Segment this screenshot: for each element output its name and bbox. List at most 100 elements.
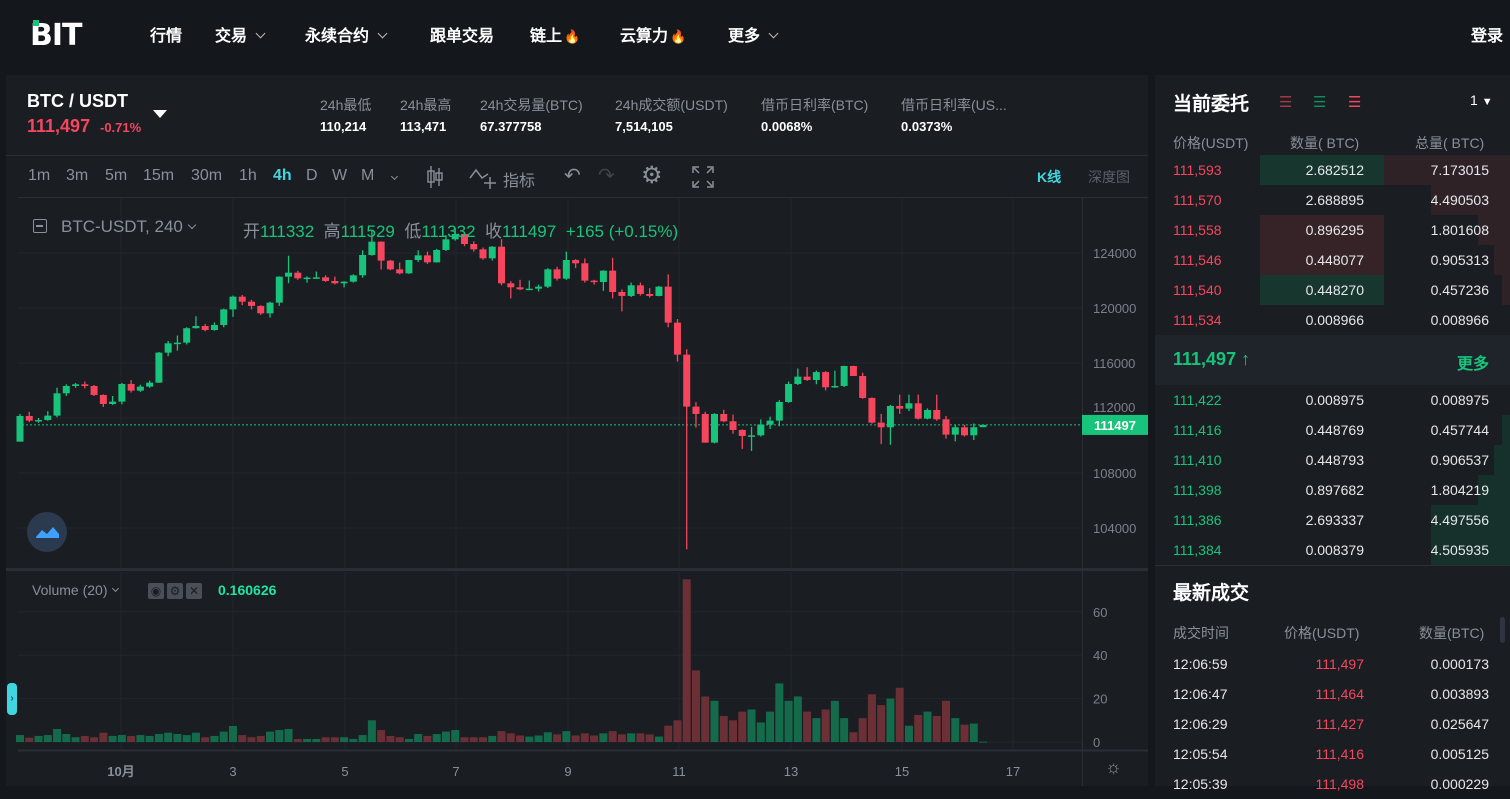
col-qty: 数量( BTC) [1290, 133, 1359, 153]
logo[interactable]: BIT [30, 18, 82, 53]
col-trade-qty: 数量(BTC) [1419, 623, 1484, 643]
chevron-down-icon[interactable] [391, 173, 398, 180]
trade-qty: 0.000229 [1431, 776, 1489, 792]
trade-price: 111,416 [1315, 746, 1364, 762]
interval-D[interactable]: D [306, 167, 318, 185]
nav-item[interactable]: 行情 [150, 22, 182, 46]
depth-bar [1502, 275, 1510, 305]
stat-value: 113,471 [400, 119, 446, 134]
tradingview-logo[interactable] [27, 512, 67, 552]
qty: 2.688895 [1306, 192, 1364, 208]
tab-depth[interactable]: 深度图 [1088, 167, 1130, 187]
stat-value: 7,514,105 [615, 119, 673, 134]
pair-selector[interactable]: BTC / USDT [27, 91, 128, 112]
divider [6, 155, 1148, 156]
last-price: 111,497 [27, 116, 90, 137]
interval-M[interactable]: M [361, 167, 374, 185]
price: 111,593 [1173, 162, 1222, 178]
both-view-icon[interactable]: ☰ [1348, 93, 1361, 111]
volume-legend[interactable]: Volume (20) [32, 582, 118, 598]
indicators-button[interactable]: 指标 [503, 167, 535, 191]
undo-icon[interactable]: ↶ [564, 163, 581, 188]
close-value: 111497 [502, 222, 556, 241]
price: 111,422 [1173, 392, 1222, 408]
candle-type-icon[interactable] [426, 165, 444, 189]
more-button[interactable]: 更多 [1457, 350, 1489, 374]
interval-15m[interactable]: 15m [143, 167, 174, 185]
divider [18, 197, 1148, 198]
change-value: +165 (+0.15%) [566, 222, 678, 241]
redo-icon[interactable]: ↷ [598, 163, 615, 188]
precision-select[interactable]: 1 ▼ [1470, 92, 1493, 108]
nav-item[interactable]: 永续合约 [305, 22, 386, 46]
nav-label: 更多 [728, 28, 760, 45]
nav-item[interactable]: 跟单交易 [430, 22, 494, 46]
indicators-icon[interactable] [469, 166, 497, 190]
bids-view-icon[interactable]: ☰ [1313, 93, 1326, 111]
asks-view-icon[interactable]: ☰ [1279, 93, 1292, 111]
col-price: 价格(USDT) [1173, 133, 1248, 153]
trade-price: 111,427 [1315, 716, 1364, 732]
total: 0.457744 [1431, 422, 1489, 438]
stat-value: 0.0068% [761, 119, 812, 134]
total: 4.497556 [1431, 512, 1489, 528]
symbol-label: BTC-USDT, 240 [61, 217, 183, 236]
interval-1m[interactable]: 1m [28, 167, 50, 185]
nav-item[interactable]: 云算力🔥 [620, 22, 686, 46]
qty: 0.008966 [1306, 312, 1364, 328]
settings-sun-icon[interactable]: ☼ [1105, 757, 1122, 778]
interval-5m[interactable]: 5m [105, 167, 127, 185]
interval-30m[interactable]: 30m [191, 167, 222, 185]
price: 111,410 [1173, 452, 1222, 468]
stat-label: 24h交易量(BTC) [480, 95, 583, 115]
volume-value: 0.160626 [218, 582, 276, 598]
gear-icon[interactable]: ⚙ [167, 583, 183, 599]
caret-down-icon[interactable] [153, 110, 167, 118]
tab-kline[interactable]: K线 [1037, 167, 1061, 187]
interval-4h[interactable]: 4h [273, 167, 292, 185]
qty: 0.448077 [1306, 252, 1364, 268]
trades-scrollbar[interactable] [1500, 617, 1505, 643]
stat-value: 0.0373% [901, 119, 952, 134]
close-icon[interactable]: ✕ [186, 583, 202, 599]
nav-label: 链上 [530, 28, 562, 45]
total: 1.801608 [1431, 222, 1489, 238]
symbol-legend[interactable]: BTC-USDT, 240 [61, 217, 195, 237]
nav-item[interactable]: 交易 [215, 22, 264, 46]
eye-icon[interactable]: ◉ [148, 583, 164, 599]
nav-item[interactable]: 更多 [728, 22, 777, 46]
interval-W[interactable]: W [332, 167, 347, 185]
qty: 0.448270 [1306, 282, 1364, 298]
price: 111,386 [1173, 512, 1222, 528]
orderbook-row[interactable]: 111,386 2.693337 4.497556 [1155, 505, 1510, 535]
interval-1h[interactable]: 1h [239, 167, 257, 185]
low-value: 111332 [421, 222, 475, 241]
login-link[interactable]: 登录 [1471, 22, 1503, 46]
nav-item[interactable]: 链上🔥 [530, 22, 580, 46]
low-label: 低 [404, 222, 421, 241]
fullscreen-icon[interactable] [692, 166, 714, 188]
high-label: 高 [324, 222, 341, 241]
collapse-icon[interactable] [33, 219, 47, 233]
interval-3m[interactable]: 3m [66, 167, 88, 185]
gear-icon[interactable]: ⚙ [641, 161, 663, 190]
col-time: 成交时间 [1173, 623, 1229, 643]
expand-handle[interactable]: › [7, 683, 17, 715]
trade-price: 111,464 [1315, 686, 1364, 702]
qty: 2.693337 [1306, 512, 1364, 528]
stat-label: 24h成交额(USDT) [615, 95, 728, 115]
trade-time: 12:06:29 [1173, 716, 1228, 732]
